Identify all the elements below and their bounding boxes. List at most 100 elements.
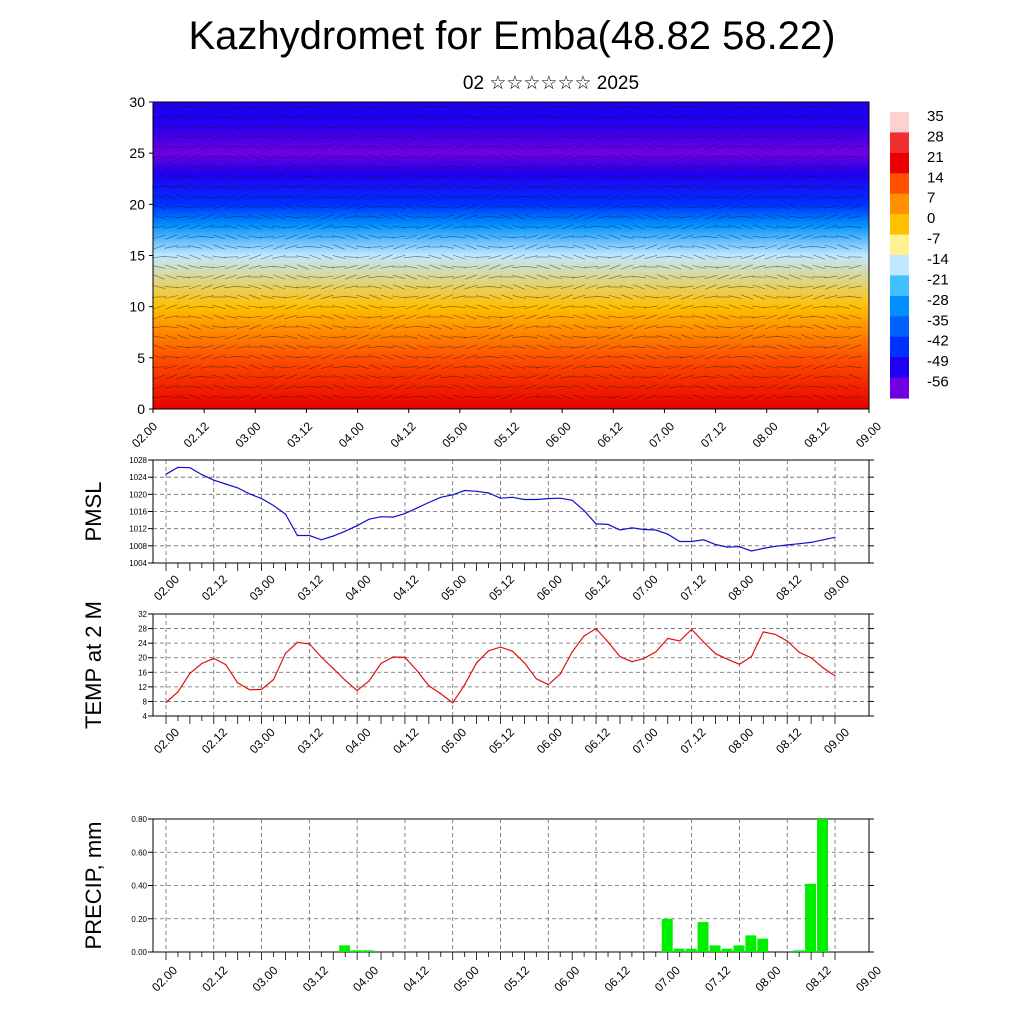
temp-point bbox=[511, 650, 513, 652]
pmsl-x-tick-label: 06.00 bbox=[534, 572, 565, 603]
pmsl-point bbox=[762, 547, 764, 550]
cross-section-x-tick-label: 02.12 bbox=[181, 419, 212, 450]
temp-point bbox=[595, 628, 597, 630]
y-tick-label: 1008 bbox=[129, 542, 147, 551]
colorbar-segment bbox=[890, 112, 909, 133]
temp-point bbox=[774, 633, 776, 636]
pmsl-point bbox=[714, 543, 717, 546]
temp-point bbox=[798, 651, 800, 653]
colorbar-segment bbox=[890, 152, 909, 174]
temp-point bbox=[714, 653, 717, 655]
y-tick-label: 0.40 bbox=[131, 882, 147, 891]
temp-point bbox=[523, 662, 526, 664]
y-tick-label: 25 bbox=[129, 145, 145, 161]
colorbar-label: -28 bbox=[927, 292, 949, 309]
pmsl-point bbox=[499, 497, 502, 499]
temp-frame bbox=[152, 613, 870, 717]
y-tick-label: 12 bbox=[138, 683, 147, 692]
pmsl-point bbox=[750, 550, 753, 552]
temp-point bbox=[368, 680, 370, 682]
pmsl-x-tick-label: 08.12 bbox=[773, 572, 804, 603]
y-tick-label: 1020 bbox=[129, 490, 147, 499]
y-tick-label: 4 bbox=[143, 712, 148, 721]
y-tick-label: 1012 bbox=[129, 525, 147, 534]
temp-x-tick-label: 06.12 bbox=[582, 725, 613, 756]
colorbar-label: 7 bbox=[927, 190, 935, 207]
pmsl-point bbox=[428, 501, 430, 504]
pmsl-point bbox=[547, 498, 549, 500]
temp-point bbox=[762, 631, 764, 633]
y-tick-label: 0.80 bbox=[131, 815, 147, 824]
temp-point bbox=[464, 684, 466, 686]
temp-point bbox=[165, 701, 167, 704]
pmsl-point bbox=[583, 510, 585, 512]
pmsl-x-tick-label: 07.12 bbox=[677, 572, 708, 603]
precip-bar bbox=[673, 948, 685, 952]
temp-x-tick-label: 04.12 bbox=[390, 725, 421, 756]
y-tick-label: 0.20 bbox=[131, 915, 147, 924]
temp-x-tick-label: 06.00 bbox=[534, 725, 565, 756]
precip-x-tick-label: 04.12 bbox=[400, 963, 431, 994]
pmsl-x-tick-label: 02.12 bbox=[199, 572, 230, 603]
pmsl-point bbox=[392, 516, 394, 518]
y-axis-label: PRECIP, mm bbox=[81, 822, 106, 950]
pmsl-point bbox=[249, 493, 251, 495]
colorbar-label: -21 bbox=[927, 271, 949, 288]
temp-point bbox=[428, 685, 430, 687]
colorbar-label: 21 bbox=[927, 149, 944, 166]
temp-point bbox=[571, 651, 573, 653]
temp-x-tick-label: 04.00 bbox=[342, 725, 373, 756]
precip-x-tick-label: 03.00 bbox=[250, 963, 281, 994]
cross-section-x-tick-label: 07.12 bbox=[698, 419, 729, 450]
pmsl-point bbox=[488, 492, 490, 494]
precip-x-tick-label: 05.12 bbox=[501, 963, 532, 994]
colorbar-segment bbox=[890, 336, 909, 358]
pmsl-point bbox=[464, 489, 466, 492]
temp-point bbox=[213, 657, 215, 660]
cross-section-x-tick-label: 07.00 bbox=[646, 419, 677, 450]
y-tick-label: 10 bbox=[129, 299, 145, 315]
colorbar-label: 14 bbox=[927, 169, 944, 186]
colorbar-label: -42 bbox=[927, 333, 949, 350]
pmsl-point bbox=[822, 539, 824, 541]
temp-point bbox=[750, 656, 753, 658]
pmsl-point bbox=[619, 529, 621, 531]
pmsl-x-tick-label: 03.12 bbox=[295, 572, 326, 603]
temp-point bbox=[440, 693, 442, 695]
y-tick-label: 1028 bbox=[129, 456, 147, 465]
precip-x-tick-label: 06.12 bbox=[602, 963, 633, 994]
pmsl-point bbox=[476, 490, 478, 492]
temp-point bbox=[810, 657, 812, 659]
colorbar-segment bbox=[890, 234, 909, 256]
precip-x-tick-label: 04.00 bbox=[350, 963, 381, 994]
y-tick-label: 20 bbox=[138, 654, 147, 663]
pmsl-point bbox=[679, 540, 681, 543]
y-tick-label: 5 bbox=[137, 350, 145, 366]
pmsl-point bbox=[726, 546, 729, 548]
y-axis-label: PMSL bbox=[81, 482, 106, 542]
y-tick-label: 0 bbox=[137, 401, 145, 417]
y-tick-label: 1024 bbox=[129, 473, 147, 482]
temp-point bbox=[237, 682, 239, 684]
temp-point bbox=[296, 641, 298, 644]
temp-point bbox=[499, 646, 502, 648]
pmsl-point bbox=[738, 546, 741, 548]
pmsl-point bbox=[523, 498, 526, 501]
temp-point bbox=[834, 675, 836, 677]
temp-point bbox=[189, 672, 191, 675]
temp-point bbox=[392, 656, 394, 658]
precip-x-tick-label: 02.00 bbox=[149, 963, 180, 994]
temp-point bbox=[320, 656, 322, 658]
precip-bar bbox=[363, 950, 374, 952]
temp-point bbox=[607, 641, 609, 643]
cross-section-x-tick-label: 08.00 bbox=[750, 419, 781, 450]
pmsl-point bbox=[213, 479, 215, 481]
precip-x-tick-label: 08.12 bbox=[803, 963, 834, 994]
pmsl-point bbox=[667, 533, 669, 535]
colorbar-segment bbox=[890, 193, 909, 215]
temp-x-tick-label: 03.00 bbox=[247, 725, 278, 756]
pmsl-point bbox=[237, 487, 239, 489]
y-tick-label: 15 bbox=[129, 248, 145, 264]
pmsl-point bbox=[571, 499, 573, 501]
cross-section-x-tick-label: 03.12 bbox=[284, 419, 315, 450]
